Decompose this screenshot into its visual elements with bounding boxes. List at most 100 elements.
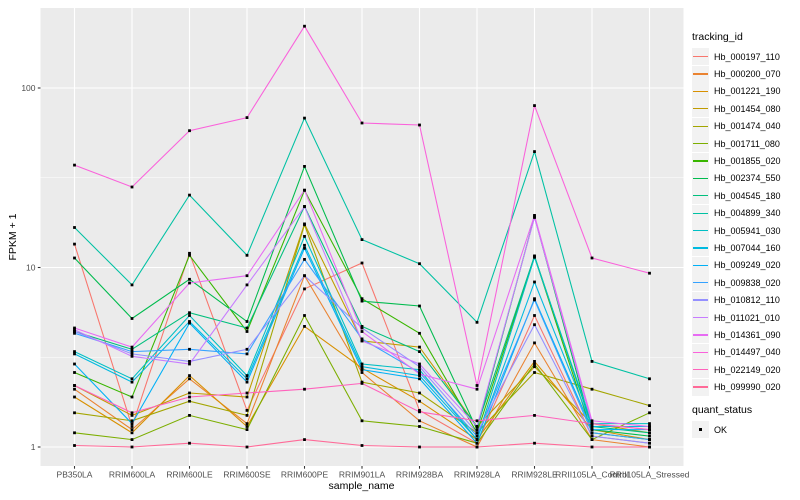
legend-key-swatch xyxy=(692,343,709,361)
legend-entry-label: Hb_001454_080 xyxy=(714,103,781,114)
data-point xyxy=(188,277,191,281)
data-point xyxy=(130,283,134,287)
data-point xyxy=(130,347,134,351)
data-point xyxy=(590,387,594,391)
legend-entry-label: Hb_001711_080 xyxy=(714,138,780,149)
data-point xyxy=(130,425,134,428)
data-point xyxy=(418,304,421,308)
y-axis-title: FPKM + 1 xyxy=(7,213,19,261)
legend-key-swatch xyxy=(692,169,709,187)
data-point xyxy=(303,274,306,278)
data-point xyxy=(188,321,191,325)
legend-entry: Hb_001711_080 xyxy=(692,135,781,153)
data-point xyxy=(73,226,76,229)
legend-line-icon xyxy=(693,369,708,371)
data-point xyxy=(188,414,191,417)
x-axis-title: sample_name xyxy=(328,480,395,492)
legend-key-swatch xyxy=(692,117,709,135)
legend-entry-label: Hb_009838_020 xyxy=(714,277,781,288)
data-point xyxy=(303,24,306,28)
data-point xyxy=(648,445,651,449)
data-point xyxy=(533,104,536,107)
legend-entry: Hb_014361_090 xyxy=(692,326,781,344)
legend-key-swatch xyxy=(692,361,709,379)
legend: tracking_id Hb_000197_110 Hb_000200_070 Hb… xyxy=(692,31,781,438)
data-point xyxy=(360,362,364,366)
data-point xyxy=(360,419,364,423)
data-point xyxy=(130,419,134,423)
data-point xyxy=(418,345,421,349)
data-point xyxy=(130,395,134,399)
data-point xyxy=(245,391,249,395)
data-point xyxy=(73,331,76,335)
legend-entry: Hb_007044_160 xyxy=(692,239,781,257)
legend-line-icon xyxy=(693,316,708,319)
data-point xyxy=(533,323,536,327)
data-point xyxy=(648,441,651,445)
data-point xyxy=(130,438,134,441)
x-tick-label: RRIM600LA xyxy=(109,470,156,480)
data-point xyxy=(73,431,76,435)
x-tick-label: RRIM928BA xyxy=(396,470,444,480)
legend-entry: Hb_000200_070 xyxy=(692,65,781,83)
data-point xyxy=(590,428,594,431)
data-point xyxy=(360,330,364,333)
legend-line-icon xyxy=(693,90,708,93)
legend-line-icon xyxy=(693,177,708,180)
data-point xyxy=(418,362,421,366)
data-point xyxy=(360,337,364,341)
data-point xyxy=(360,297,364,301)
data-point xyxy=(188,399,191,403)
x-tick-label: RRIM600LE xyxy=(166,470,213,480)
legend-entry-label: Hb_002374_550 xyxy=(714,173,781,184)
legend-line-icon xyxy=(693,160,708,162)
x-tick-label: RRIM901LA xyxy=(339,470,386,480)
legend-line-icon xyxy=(693,125,708,127)
data-point xyxy=(475,434,479,438)
data-point xyxy=(188,391,191,395)
data-point xyxy=(188,374,191,377)
data-point xyxy=(533,255,536,259)
data-point xyxy=(245,409,249,412)
data-point xyxy=(475,387,479,391)
data-point xyxy=(188,377,191,381)
data-point xyxy=(73,330,76,333)
legend-key-swatch xyxy=(692,291,709,309)
legend-entry-label: Hb_011021_010 xyxy=(714,312,780,323)
data-point xyxy=(418,372,421,376)
data-point xyxy=(533,360,536,363)
data-point xyxy=(418,377,421,381)
data-point xyxy=(245,274,249,278)
data-point xyxy=(130,350,134,353)
x-tick-label: RRIM928LE xyxy=(511,470,558,480)
data-point xyxy=(245,425,249,428)
legend-entry-label: Hb_022149_020 xyxy=(714,364,781,375)
legend-entry-label: Hb_001221_190 xyxy=(714,86,781,97)
data-point xyxy=(303,205,306,209)
legend-key-swatch xyxy=(692,309,709,327)
legend-line-icon xyxy=(693,55,708,58)
data-point xyxy=(73,350,76,353)
data-point xyxy=(73,326,76,330)
data-point xyxy=(475,438,479,441)
legend-entry-label: Hb_000197_110 xyxy=(714,51,780,62)
legend-entry: Hb_014497_040 xyxy=(692,343,781,361)
data-point xyxy=(303,246,306,250)
data-point xyxy=(73,384,76,387)
legend-key-swatch xyxy=(692,256,709,274)
data-point xyxy=(245,395,249,399)
legend-line-icon xyxy=(693,282,708,284)
data-point xyxy=(303,258,306,261)
data-point xyxy=(418,391,421,395)
legend-entry: Hb_005941_030 xyxy=(692,222,781,240)
data-point xyxy=(418,445,421,449)
legend-entry: Hb_010812_110 xyxy=(692,291,781,309)
data-point xyxy=(475,320,479,324)
legend-line-icon xyxy=(693,229,708,232)
legend-line-icon xyxy=(693,247,708,249)
legend-entry-label: Hb_000200_070 xyxy=(714,69,781,80)
data-point xyxy=(360,371,364,374)
data-point xyxy=(648,431,651,435)
data-point xyxy=(418,374,421,377)
